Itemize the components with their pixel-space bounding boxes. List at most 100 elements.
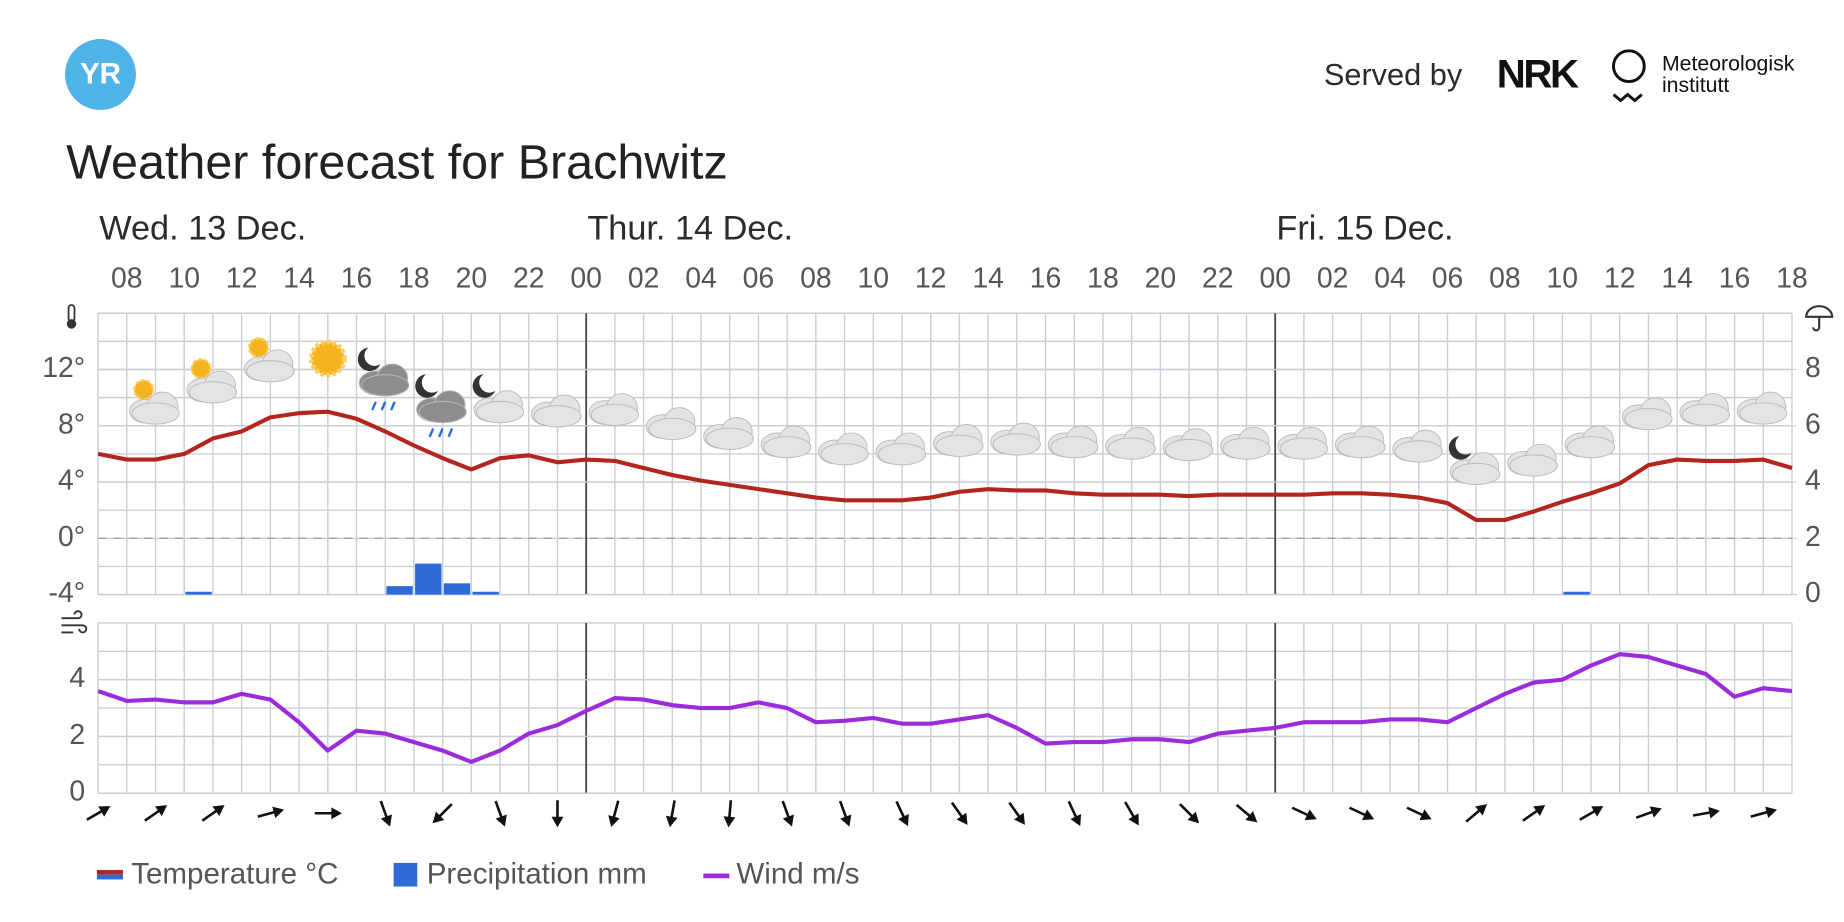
wind-arrow xyxy=(838,800,852,827)
y-tick-label: 0° xyxy=(58,521,85,553)
wind-arrow xyxy=(1067,800,1082,827)
hour-label: 18 xyxy=(398,263,430,295)
cloud xyxy=(188,381,238,404)
weather-icon xyxy=(760,425,812,459)
cloud xyxy=(648,417,697,441)
weather-icon xyxy=(1679,393,1730,426)
arrow-head xyxy=(212,805,225,817)
hour-label: 02 xyxy=(1317,263,1349,295)
hour-label: 22 xyxy=(513,263,545,295)
cloud xyxy=(763,436,812,459)
wind-arrow xyxy=(781,800,794,827)
logo-circle xyxy=(65,39,136,110)
temperature-line xyxy=(97,409,1793,523)
weather-icon xyxy=(818,432,869,466)
wind-arrow xyxy=(494,800,507,827)
weather-icon xyxy=(415,374,467,438)
rain xyxy=(428,428,435,438)
y-tick-label: 8° xyxy=(58,408,85,440)
sun xyxy=(247,336,270,359)
wind-arrow xyxy=(1522,805,1546,822)
wind-arrow xyxy=(1692,806,1720,819)
cloud xyxy=(1624,407,1673,431)
y2-tick-label: 4 xyxy=(1805,465,1821,497)
y-tick-label: 12° xyxy=(42,352,85,384)
wind-tick-label: 2 xyxy=(69,719,85,751)
arrow-head xyxy=(551,816,564,828)
moon xyxy=(415,374,438,398)
cloud xyxy=(935,434,984,457)
arrow-head xyxy=(1362,809,1375,821)
arrow-head xyxy=(1014,812,1025,825)
hour-label: 12 xyxy=(1604,263,1636,295)
hour-label: 14 xyxy=(283,263,315,295)
weather-icon xyxy=(1277,426,1329,460)
rain xyxy=(380,401,387,411)
arrow-head xyxy=(272,806,285,819)
cloud xyxy=(1107,437,1156,460)
precip-bar xyxy=(1563,591,1590,595)
weather-icon xyxy=(530,394,582,428)
hour-label: 16 xyxy=(1030,263,1062,295)
met-logo xyxy=(1612,49,1646,84)
wind-arrow xyxy=(314,807,342,820)
precip-bar xyxy=(386,586,413,595)
arrow-head xyxy=(1475,804,1488,816)
arrow-head xyxy=(1419,809,1432,821)
wind-arrow xyxy=(379,800,392,827)
cloud xyxy=(820,443,869,466)
wind-line xyxy=(97,652,1793,765)
met-name: Meteorologisk xyxy=(1662,52,1795,76)
arrow-head xyxy=(1708,806,1720,819)
cloud xyxy=(992,433,1041,456)
y2-tick-label: 6 xyxy=(1805,408,1821,440)
legend-label: Temperature °C xyxy=(131,858,338,891)
cloud xyxy=(1739,402,1788,425)
y2-tick-label: 0 xyxy=(1805,577,1821,609)
weather-icon xyxy=(308,339,347,378)
rain xyxy=(447,428,454,438)
moon xyxy=(357,347,381,372)
hour-label: 06 xyxy=(743,263,775,295)
day-label: Fri. 15 Dec. xyxy=(1276,210,1453,248)
sun xyxy=(190,358,212,380)
wind-arrow xyxy=(1349,806,1375,821)
legend-label: Precipitation mm xyxy=(427,858,647,891)
cloud xyxy=(1394,440,1443,463)
arrow-head xyxy=(1591,806,1604,817)
precip-bar xyxy=(472,591,499,595)
wind-tick-label: 4 xyxy=(69,662,85,694)
cloud xyxy=(1164,438,1214,462)
weather-icon xyxy=(1507,443,1558,477)
chart-title: Weather forecast for Brachwitz xyxy=(66,135,728,189)
hour-label: 16 xyxy=(341,263,373,295)
weather-icon xyxy=(1105,426,1156,460)
arrow-head xyxy=(840,814,852,827)
wind-arrow xyxy=(1406,806,1432,821)
rain xyxy=(371,401,377,411)
weather-icon xyxy=(186,358,238,404)
legend-swatch xyxy=(703,873,730,879)
hour-label: 20 xyxy=(456,263,488,295)
wind-arrow xyxy=(1750,806,1777,819)
sun xyxy=(308,339,347,378)
weather-icon xyxy=(1047,425,1099,459)
legend-label: Wind m/s xyxy=(736,858,859,891)
wind-arrow xyxy=(1291,806,1317,821)
weather-icon xyxy=(472,374,525,424)
weather-icon xyxy=(357,347,410,411)
arrow-head xyxy=(432,811,445,824)
logo: YR xyxy=(80,57,121,90)
cloud xyxy=(1222,437,1271,460)
wind-icon xyxy=(61,610,88,634)
arrow-head xyxy=(1128,813,1139,826)
wind-arrow xyxy=(723,800,736,828)
wind-arrow xyxy=(665,800,678,828)
cloud xyxy=(533,405,582,428)
weather-icon xyxy=(588,393,640,426)
cloud xyxy=(418,400,467,424)
weather-icon xyxy=(1334,425,1386,459)
arrow-head xyxy=(782,814,794,827)
